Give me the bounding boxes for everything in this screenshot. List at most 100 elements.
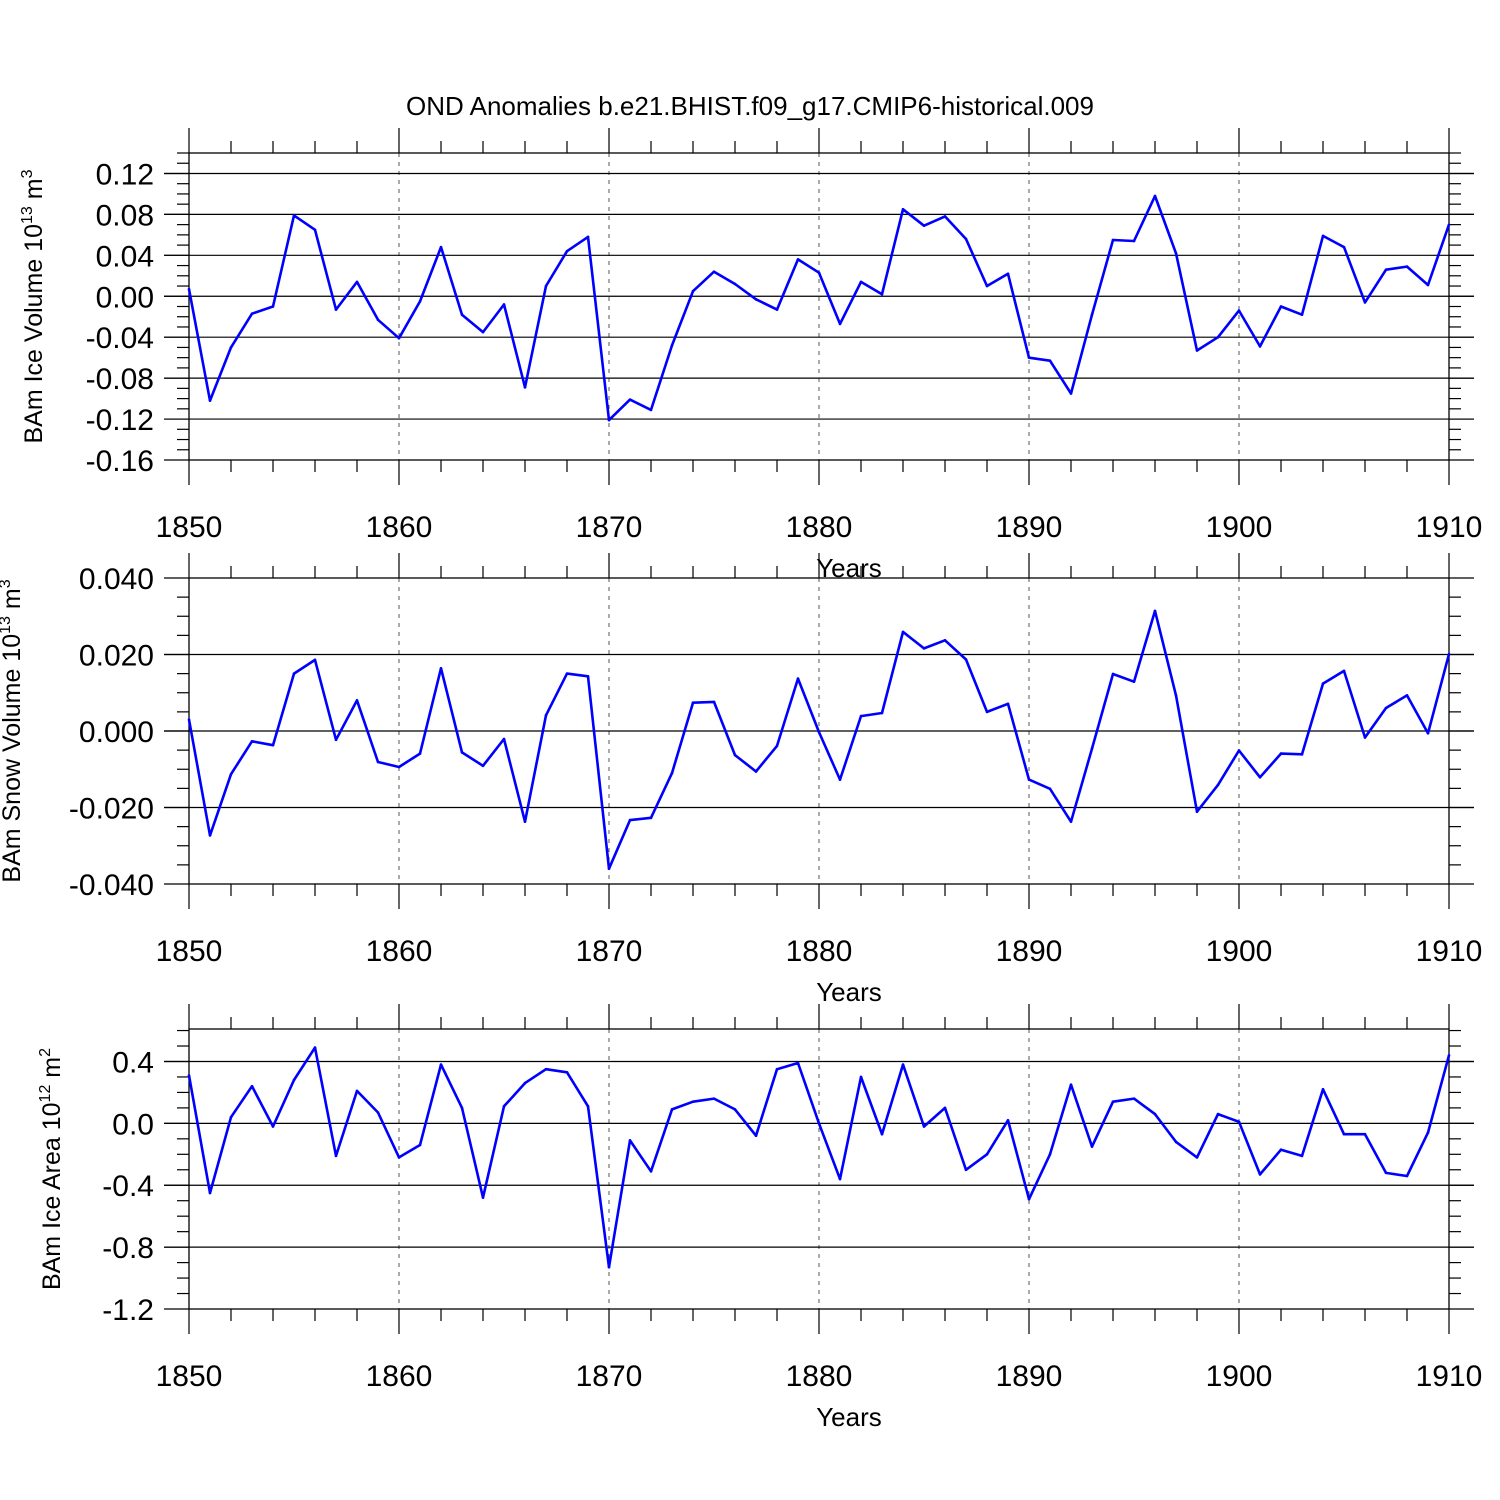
data-point [1048, 787, 1052, 791]
data-point [523, 820, 527, 823]
data-point [670, 1108, 674, 1111]
data-point [1321, 682, 1325, 685]
data-point [649, 1170, 653, 1173]
data-point [880, 1132, 884, 1136]
data-point [1153, 609, 1157, 613]
data-point [754, 770, 758, 773]
data-point [376, 318, 380, 322]
panel-ice-volume: 0.12 0.08 0.04 0.00 -0.04 -0.08 -0.12 -0.161850… [19, 128, 1482, 583]
data-point [187, 287, 191, 291]
data-point [334, 738, 338, 742]
y-tick-label: -1.2 [102, 1294, 154, 1327]
data-point [670, 344, 674, 347]
data-point [1279, 305, 1283, 308]
data-point [1006, 272, 1010, 276]
data-point [796, 258, 800, 261]
data-point [943, 639, 947, 642]
y-tick-label: -0.12 [86, 404, 154, 437]
data-point [376, 1111, 380, 1114]
data-point [712, 1097, 716, 1100]
data-point [859, 1075, 863, 1079]
data-point [1363, 736, 1367, 739]
data-point [1426, 283, 1430, 287]
data-point [880, 711, 884, 715]
data-point [1111, 1100, 1115, 1104]
data-point [1363, 301, 1367, 304]
y-tick-label: 0.0 [112, 1108, 154, 1141]
data-point [1384, 268, 1388, 271]
data-point [502, 737, 506, 741]
x-tick-label: 1900 [1206, 935, 1273, 968]
data-point [733, 1108, 737, 1111]
data-point [1174, 251, 1178, 255]
data-point [334, 1154, 338, 1158]
data-point [922, 647, 926, 650]
data-point [901, 1063, 905, 1066]
data-point [1321, 1088, 1325, 1091]
data-point [1027, 1197, 1031, 1201]
data-point [355, 1089, 359, 1093]
x-tick-label: 1860 [366, 935, 433, 968]
data-point [355, 699, 359, 702]
data-point [1195, 349, 1199, 352]
data-point [1342, 1132, 1346, 1136]
x-tick-label: 1850 [156, 1360, 223, 1393]
data-point [985, 1153, 989, 1156]
data-point [1342, 245, 1346, 249]
data-point [586, 675, 590, 678]
data-point [1426, 1131, 1430, 1134]
x-tick-label: 1910 [1416, 935, 1483, 968]
data-point [1384, 706, 1388, 710]
data-point [1090, 313, 1094, 316]
data-point [1258, 345, 1262, 348]
y-tick-label: 0.020 [79, 640, 154, 673]
x-tick-label: 1880 [786, 1360, 853, 1393]
data-point [1363, 1132, 1367, 1136]
data-point [1132, 1097, 1136, 1100]
y-axis-label: BAm Ice Volume 1013 m3 [19, 169, 48, 443]
data-point [292, 672, 296, 675]
data-point [817, 1122, 821, 1125]
data-point [250, 740, 254, 743]
data-point [733, 282, 737, 286]
data-point [607, 1265, 611, 1269]
data-point [943, 215, 947, 218]
chart-title: OND Anomalies b.e21.BHIST.f09_g17.CMIP6-… [406, 91, 1094, 121]
data-point [838, 322, 842, 326]
data-point [1153, 194, 1157, 198]
data-point [1405, 1174, 1409, 1178]
data-point [796, 1061, 800, 1065]
data-point [544, 1067, 548, 1071]
data-point [922, 224, 926, 227]
data-point [1237, 1120, 1241, 1124]
data-point [313, 228, 317, 232]
data-point [292, 214, 296, 217]
data-point [1006, 702, 1010, 706]
data-point [1048, 359, 1052, 363]
data-point [1405, 265, 1409, 268]
data-point [691, 1100, 695, 1104]
data-point [1153, 1112, 1157, 1116]
data-point [544, 284, 548, 288]
x-axis-label: Years [816, 1402, 882, 1432]
data-point [859, 714, 863, 718]
data-point [712, 270, 716, 274]
data-point [229, 346, 233, 349]
data-point [1048, 1153, 1052, 1156]
data-point [1027, 356, 1031, 359]
data-point [775, 308, 779, 311]
data-point [859, 280, 863, 284]
data-point [691, 289, 695, 293]
data-point [397, 336, 401, 340]
data-point [565, 1071, 569, 1074]
y-axis-label: BAm Ice Area 1012 m2 [37, 1048, 66, 1290]
data-point [1111, 238, 1115, 242]
data-point [796, 677, 800, 680]
data-point [439, 245, 443, 249]
data-point [418, 1143, 422, 1147]
data-point [481, 764, 485, 768]
data-point [313, 1046, 317, 1049]
data-point [313, 658, 317, 662]
